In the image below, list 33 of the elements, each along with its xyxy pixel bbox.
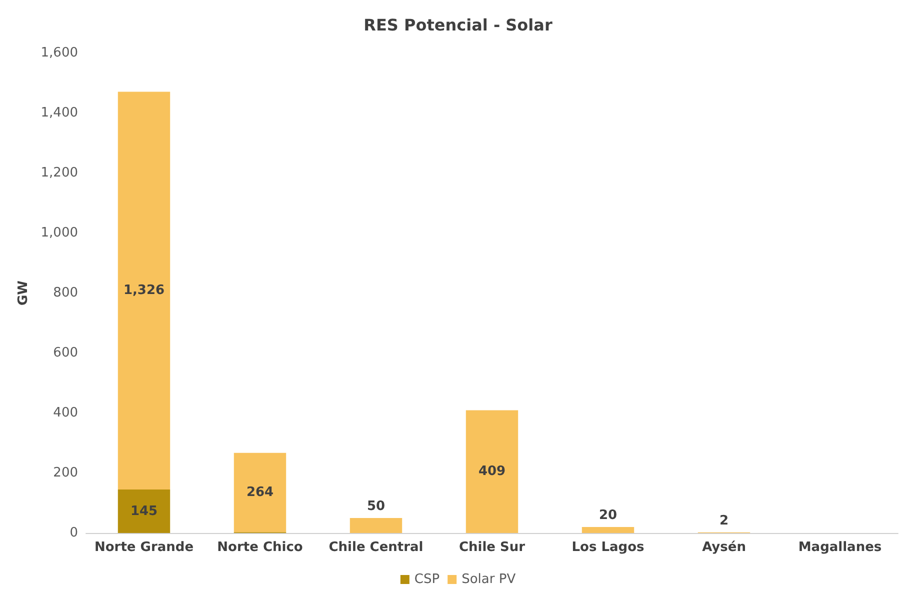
bar [582,527,634,533]
legend-label: CSP [414,572,440,587]
x-tick-label: Magallanes [798,540,882,555]
y-tick-label: 0 [70,526,78,540]
bar [466,410,518,533]
y-tick-label: 1,600 [40,46,78,60]
y-tick-label: 800 [53,286,78,300]
data-label: 50 [366,499,386,514]
y-tick-label: 200 [53,466,78,480]
data-label: 2 [719,513,729,528]
bar [350,518,402,533]
data-label: 145 [130,504,158,519]
x-tick-label: Chile Sur [458,540,526,555]
y-tick-label: 400 [53,406,78,420]
bar [118,490,170,533]
data-label: 409 [478,464,506,480]
y-tick-label: 1,000 [40,226,78,240]
x-tick-label: Los Lagos [572,540,645,555]
x-tick-label: Chile Central [328,540,424,555]
data-label: 264 [246,485,274,500]
chart-title: RES Potencial - Solar [364,16,552,34]
bar [234,452,286,532]
y-tick-label: 1,400 [40,106,78,120]
legend-label: Solar PV [462,572,516,587]
x-tick-label: Aysén [702,540,746,555]
y-tick-label: 1,200 [40,166,78,180]
data-label: 20 [598,508,618,523]
y-axis-title: GW [16,280,31,306]
data-label: 1,326 [123,283,165,298]
x-tick-label: Norte Chico [217,540,303,555]
x-tick-label: Norte Grande [94,540,194,555]
bar [118,92,170,490]
y-tick-label: 600 [53,346,78,360]
